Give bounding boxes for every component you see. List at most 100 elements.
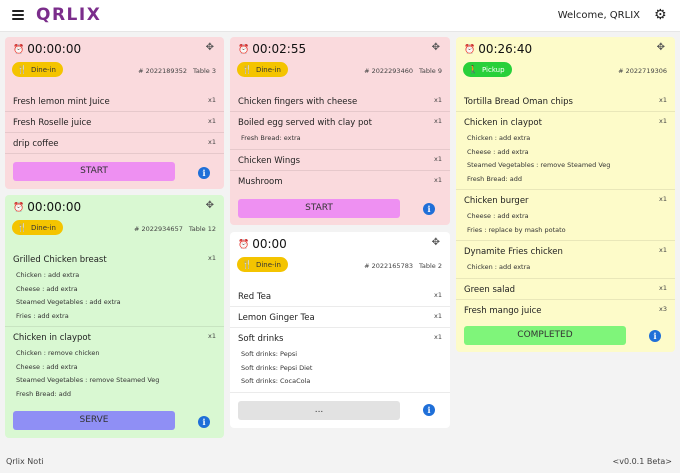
list-item: Green salad x1 [456,279,675,300]
walking-icon: 🚶 [468,65,478,74]
drag-handle-icon[interactable]: ✥ [431,237,440,248]
item-modifier: Fresh Bread: add [16,389,71,398]
order-number: # 2022293460 [364,67,413,75]
cutlery-icon: 🍴 [17,223,27,232]
order-items: Red Tea x1 Lemon Ginger Tea x1 Soft drinks… [230,286,450,393]
item-modifier: Soft drinks: Pepsi Diet [241,363,313,372]
completed-button[interactable]: COMPLETED [464,326,626,345]
table-number: Table 3 [192,67,216,75]
serve-button[interactable]: SERVE [13,411,175,430]
order-timer: ⏰ 00:02:55 [238,42,307,56]
clock-icon: ⏰ [13,45,25,55]
order-info: # 2022934657 Table 12 [134,225,216,233]
info-icon[interactable]: i [198,416,210,428]
item-modifier: Steamed Vegetables : remove Steamed Veg [16,376,160,384]
order-card: ⏰ 00:02:55 ✥ 🍴 Dine-in # 2022293460 Table 9… [230,37,450,225]
item-modifier: Cheese : add extra [16,284,78,293]
table-number: Table 12 [188,225,216,233]
order-info: # 2022189352 Table 3 [138,67,216,75]
order-number: # 2022189352 [138,67,187,75]
welcome-text: Welcome, QRLIX [557,10,640,21]
footer-version: <v0.0.1 Beta> [612,457,673,466]
pending-button[interactable]: ... [238,401,400,420]
info-icon[interactable]: i [649,330,661,342]
info-icon[interactable]: i [423,203,435,215]
order-items: Chicken fingers with cheese x1 Boiled egg… [230,91,450,191]
clock-icon: ⏰ [13,203,25,213]
info-icon[interactable]: i [198,167,210,179]
order-number: # 2022934657 [133,225,183,233]
item-modifier: Cheese : add extra [467,212,529,220]
item-modifier: Cheese : add extra [16,362,78,371]
order-info: # 2022293460 Table 9 [364,67,442,75]
gear-icon[interactable]: ⚙ [654,7,667,23]
list-item: Chicken Wings x1 [230,150,450,171]
clock-icon: ⏰ [464,45,476,55]
list-item: Mushroom x1 [238,175,442,187]
list-item: Lemon Ginger Tea x1 [230,307,450,328]
order-type-badge: 🍴 Dine-in [237,257,288,272]
cutlery-icon: 🍴 [17,65,27,74]
item-modifier: Fries : replace by mash potato [467,225,566,234]
list-item: Chicken burger x1 Cheese : add extra Frie… [456,190,675,241]
start-button[interactable]: START [238,199,400,218]
item-modifier: Cheese : add extra [467,147,529,156]
list-item: Chicken in claypot x1 Chicken : remove ch… [5,327,224,404]
order-card: ⏰ 00:00:00 ✥ 🍴 Dine-in # 2022934657 Table 1… [5,195,224,438]
clock-icon: ⏰ [238,45,250,55]
drag-handle-icon[interactable]: ✥ [431,42,440,53]
list-item: Dynamite Fries chicken x1 Chicken : add e… [456,241,675,279]
order-info: # 2022719306 [618,67,667,75]
list-item: Fresh Roselle juice x1 [5,112,224,133]
drag-handle-icon[interactable]: ✥ [656,42,665,53]
order-timer: ⏰ 00:00:00 [13,42,82,56]
order-type-badge: 🍴 Dine-in [12,62,63,77]
list-item: Boiled egg served with clay pot x1 Fresh … [230,112,450,150]
order-items: Tortilla Bread Oman chips x1 Chicken in c… [456,91,675,320]
list-item: drip coffee x1 [5,133,224,154]
order-timer: ⏰ 00:26:40 [464,42,533,56]
item-modifier: Steamed Vegetables : remove Steamed Veg [467,161,611,169]
item-modifier: Fresh Bread: extra [241,134,301,142]
order-type-badge: 🍴 Dine-in [237,62,288,77]
order-type-badge: 🍴 Dine-in [12,220,63,235]
order-info: # 2022165783 Table 2 [364,262,442,270]
table-number: Table 9 [418,67,442,75]
item-modifier: Fresh Bread: add [467,174,522,183]
cutlery-icon: 🍴 [242,260,252,269]
hamburger-icon[interactable] [12,10,24,20]
order-number: # 2022719306 [618,67,667,75]
drag-handle-icon[interactable]: ✥ [205,42,214,53]
order-items: Grilled Chicken breast x1 Chicken : add e… [5,249,224,404]
list-item: Tortilla Bread Oman chips x1 [456,91,675,112]
list-item: Soft drinks x1 Soft drinks: Pepsi Soft dr… [230,328,450,393]
start-button[interactable]: START [13,162,175,181]
item-modifier: Chicken : remove chicken [16,349,100,357]
drag-handle-icon[interactable]: ✥ [205,200,214,211]
item-modifier: Steamed Vegetables : add extra [16,298,121,306]
order-number: # 2022165783 [364,262,413,270]
list-item: Grilled Chicken breast x1 Chicken : add e… [5,249,224,327]
cutlery-icon: 🍴 [242,65,252,74]
order-timer: ⏰ 00:00 [238,237,287,251]
item-modifier: Soft drinks: CocaCola [241,377,311,385]
list-item: Chicken fingers with cheese x1 [230,91,450,112]
list-item: Chicken in claypot x1 Chicken : add extra… [456,112,675,190]
item-modifier: Soft drinks: Pepsi [241,350,298,358]
item-modifier: Chicken : add extra [467,134,531,142]
order-type-badge: 🚶 Pickup [463,62,512,77]
top-bar: QRLIX Welcome, QRLIX ⚙ [0,0,680,32]
order-timer: ⏰ 00:00:00 [13,200,82,214]
item-modifier: Chicken : add extra [467,263,531,271]
order-items: Fresh lemon mint Juice x1 Fresh Roselle j… [5,91,224,154]
order-card: ⏰ 00:00 ✥ 🍴 Dine-in # 2022165783 Table 2 Re… [230,232,450,428]
table-number: Table 2 [418,262,442,270]
footer-app-name: Qrlix Noti [6,457,44,466]
item-modifier: Chicken : add extra [16,271,80,279]
clock-icon: ⏰ [238,240,250,250]
order-card: ⏰ 00:00:00 ✥ 🍴 Dine-in # 2022189352 Table 3… [5,37,224,189]
list-item: Fresh lemon mint Juice x1 [5,91,224,112]
info-icon[interactable]: i [423,404,435,416]
app-logo: QRLIX [36,5,102,25]
list-item: Fresh mango juice x3 [464,304,667,316]
